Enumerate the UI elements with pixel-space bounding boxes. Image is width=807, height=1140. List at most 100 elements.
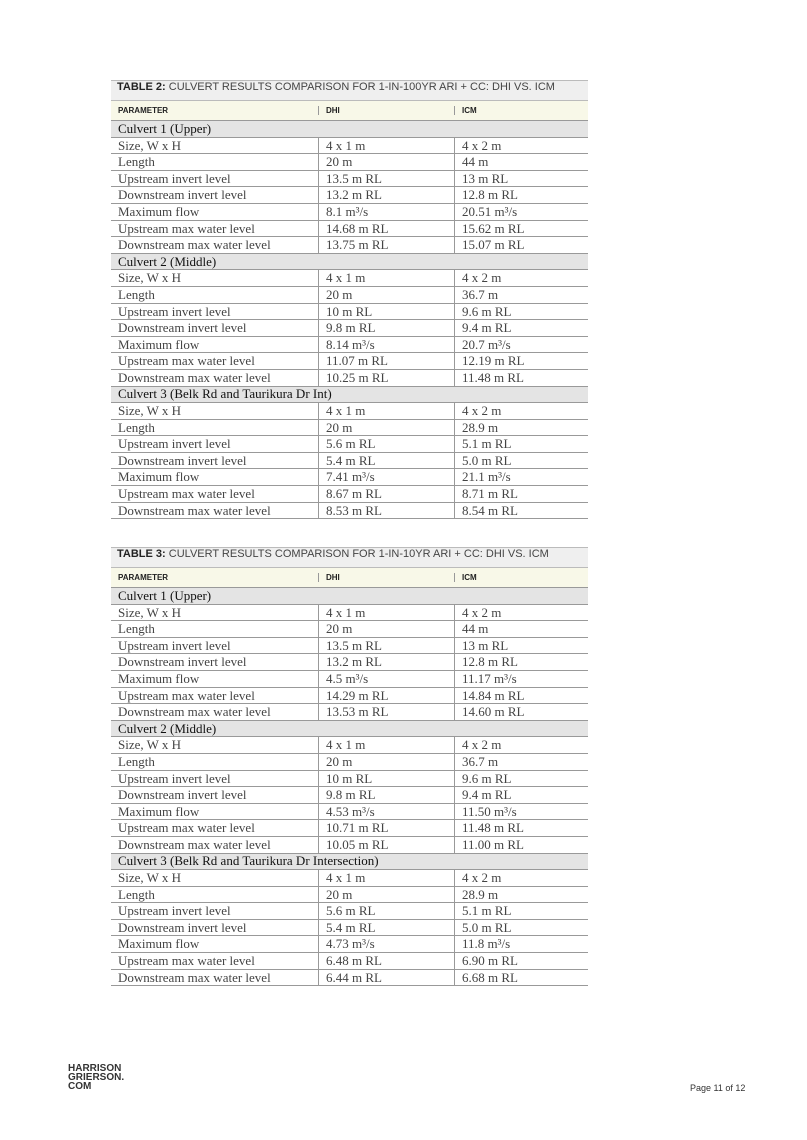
data-row: Maximum flow 8.14 m³/s 20.7 m³/s [111,336,588,354]
logo-line: GRIERSON. [68,1072,125,1083]
cell: 8.1 m³/s [319,203,455,220]
cell: Size, W x H [111,737,319,753]
cell: 11.17 m³/s [462,670,517,686]
logo: HARRISON GRIERSON. COM [68,1063,125,1092]
cell: Upstream max water level [111,953,319,969]
cell: 4 x 2 m [462,870,502,886]
cell: 28.9 m [462,419,499,435]
cell: 10.25 m RL [319,369,455,386]
cell: 10 m RL [319,303,455,320]
cell: 4.53 m³/s [319,803,455,820]
cell: 9.6 m RL [462,303,512,319]
cell: Length [111,286,319,303]
data-row: Downstream invert level 9.8 m RL 9.4 m RL [111,320,588,337]
cell: Length [111,154,319,170]
data-row: Length 20 m 28.9 m [111,419,588,437]
data-row: Upstream invert level 10 m RL 9.6 m RL [111,303,588,321]
data-row: Upstream max water level 14.68 m RL 15.62 … [111,220,588,238]
cell: 10.05 m RL [319,836,455,853]
cell: 4 x 1 m [319,604,455,621]
cell: 36.7 m [462,753,499,769]
cell: 13.2 m RL [319,187,455,203]
cell: 5.6 m RL [319,436,455,452]
data-row: Downstream max water level 13.53 m RL 14.6… [111,704,588,721]
cell: 4 x 1 m [319,870,455,886]
group-row: Culvert 1 (Upper) [111,588,588,605]
cell: Downstream max water level [111,969,319,986]
cell: 5.1 m RL [462,436,512,452]
table-title-text: CULVERT RESULTS COMPARISON FOR 1-IN-100Y… [168,81,555,93]
cell: 14.60 m RL [462,704,525,720]
cell: 9.4 m RL [462,320,512,336]
data-row: Length 20 m 44 m [111,154,588,171]
cell: 5.4 m RL [319,452,455,469]
cell: Upstream invert level [111,637,319,654]
cell: 20.51 m³/s [462,203,518,219]
cell: Maximum flow [111,469,319,486]
data-row: Upstream max water level 10.71 m RL 11.48 … [111,820,588,837]
data-row: Length 20 m 28.9 m [111,886,588,904]
cell: 4 x 2 m [462,137,502,153]
cell: 6.44 m RL [319,969,455,986]
cell: Upstream invert level [111,903,319,919]
cell: Maximum flow [111,936,319,953]
cell: 4.73 m³/s [319,936,455,953]
cell: Downstream invert level [111,452,319,469]
cell: Downstream invert level [111,320,319,336]
cell: Upstream max water level [111,353,319,369]
data-row: Maximum flow 4.5 m³/s 11.17 m³/s [111,670,588,688]
cell: Length [111,419,319,436]
data-row: Upstream invert level 13.5 m RL 13 m RL [111,637,588,655]
cell: Upstream invert level [111,770,319,787]
table: TABLE 3: CULVERT RESULTS COMPARISON FOR … [111,547,588,987]
group-row: Culvert 3 (Belk Rd and Taurikura Dr Int) [111,386,588,404]
group-row: Culvert 2 (Middle) [111,254,588,271]
cell: 8.14 m³/s [319,336,455,353]
table-title: TABLE 2: CULVERT RESULTS COMPARISON FOR … [111,80,588,101]
cell: 13 m RL [462,637,509,653]
group-row: Culvert 1 (Upper) [111,121,588,138]
cell: 4 x 2 m [462,737,502,753]
cell: 4 x 2 m [462,270,502,286]
cell: 12.8 m RL [462,187,518,203]
cell: 11.48 m RL [462,369,524,385]
cell: 13.5 m RL [319,637,455,654]
cell: 44 m [462,621,489,637]
cell: Size, W x H [111,270,319,286]
cell: 4 x 1 m [319,403,455,419]
cell: 9.6 m RL [462,770,512,786]
cell: 9.8 m RL [319,787,455,803]
cell: 4 x 1 m [319,270,455,286]
cell: Upstream invert level [111,303,319,320]
cell: Upstream max water level [111,820,319,836]
cell: 14.29 m RL [319,687,455,704]
cell: 8.54 m RL [462,502,518,518]
data-row: Downstream max water level 8.53 m RL 8.54 … [111,502,588,520]
data-row: Upstream max water level 14.29 m RL 14.84 … [111,687,588,705]
cell: 15.07 m RL [462,237,525,253]
table-label: TABLE 3: [117,548,166,560]
logo-line: COM [68,1081,92,1092]
header-row: PARAMETER DHI ICM [111,101,588,121]
cell: 12.8 m RL [462,654,518,670]
data-row: Downstream max water level 10.25 m RL 11.4… [111,369,588,387]
cell: Size, W x H [111,604,319,621]
logo-line: HARRISON [68,1063,122,1074]
cell: 4 x 1 m [319,737,455,753]
cell: 10 m RL [319,770,455,787]
data-row: Maximum flow 4.73 m³/s 11.8 m³/s [111,936,588,954]
cell: Maximum flow [111,203,319,220]
cell: Upstream max water level [111,486,319,502]
table: TABLE 2: CULVERT RESULTS COMPARISON FOR … [111,80,588,520]
table-title-text: CULVERT RESULTS COMPARISON FOR 1-IN-10YR… [168,548,549,560]
cell: 6.68 m RL [462,969,518,985]
group-row: Culvert 2 (Middle) [111,721,588,738]
cell: 4.5 m³/s [319,670,455,687]
cell: Downstream max water level [111,704,319,720]
data-row: Downstream invert level 13.2 m RL 12.8 m R… [111,654,588,671]
